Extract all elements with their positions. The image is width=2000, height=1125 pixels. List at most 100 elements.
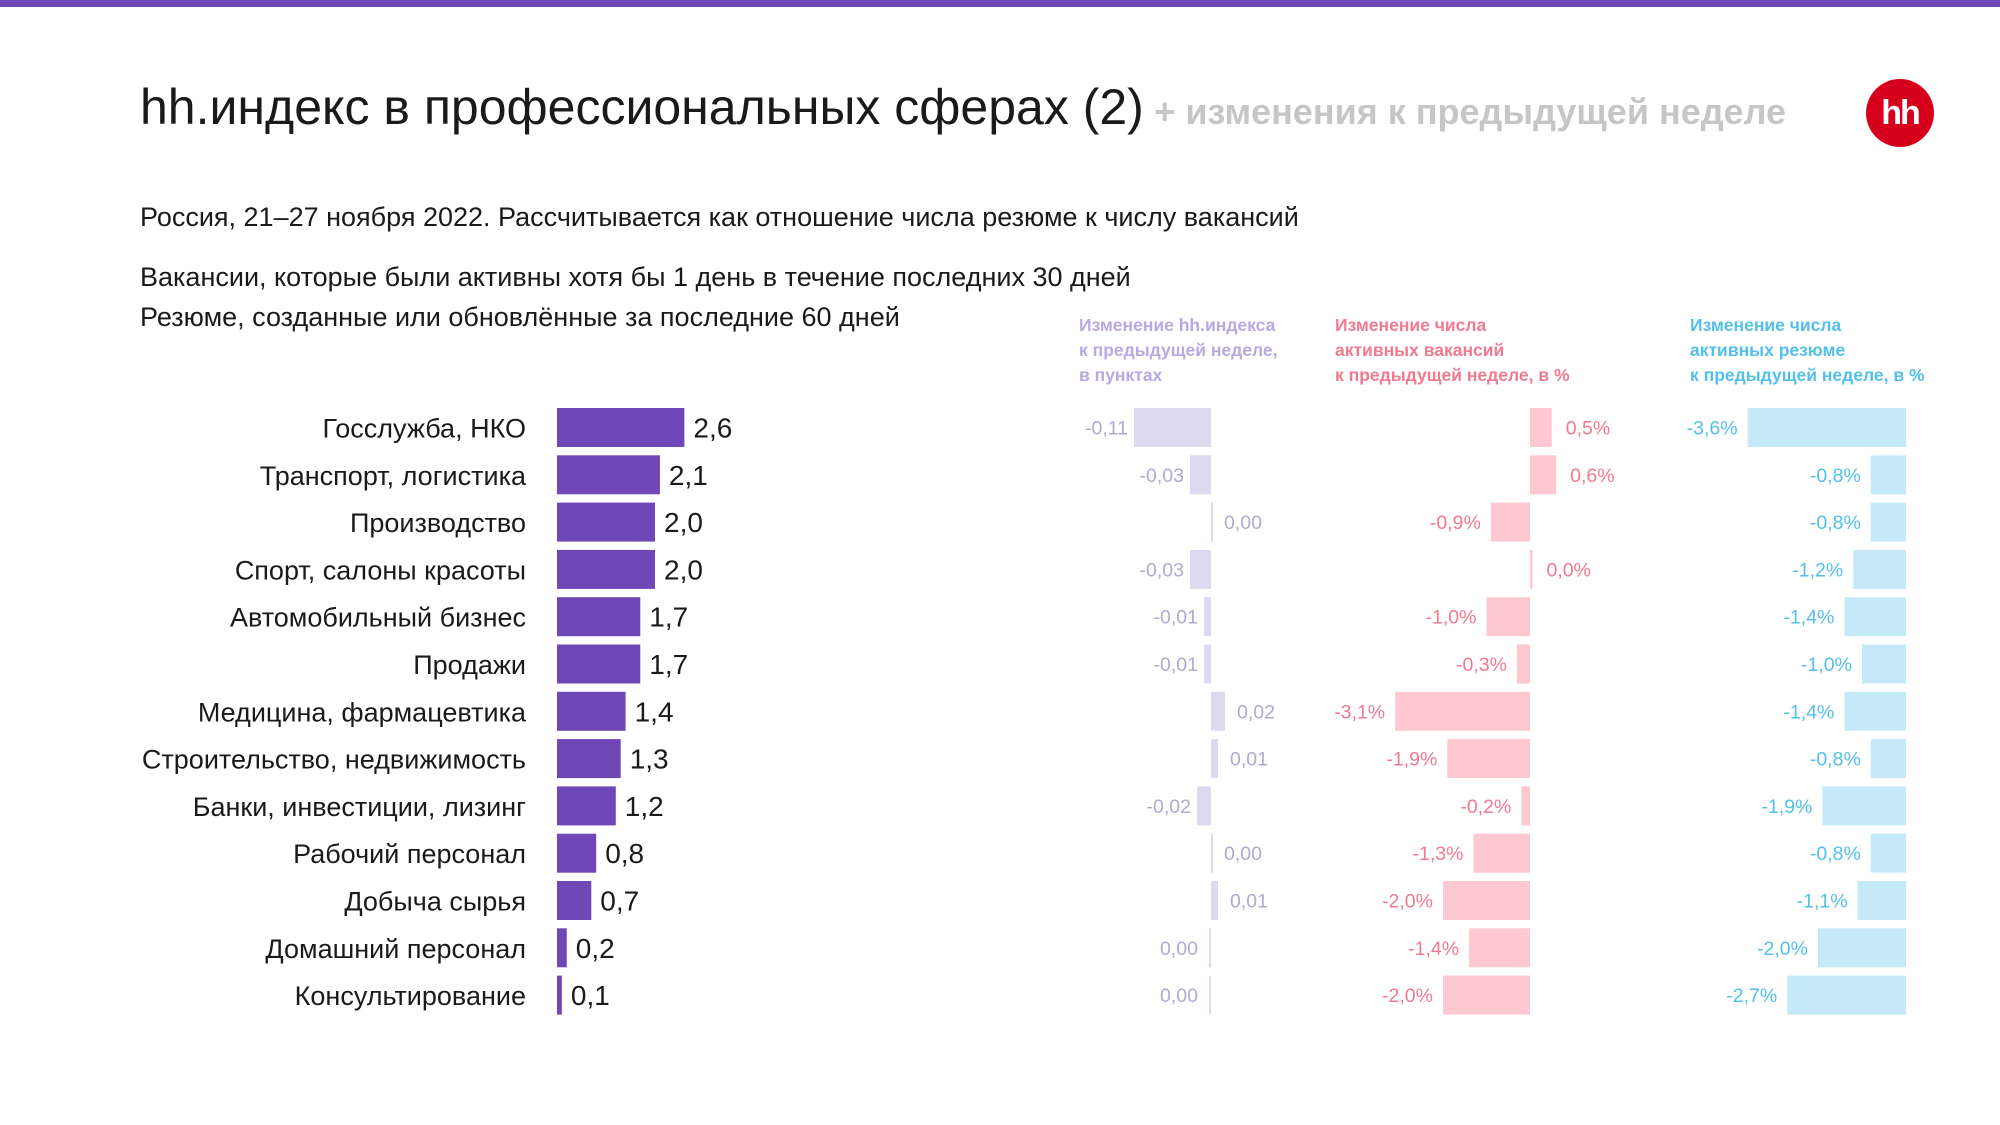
description-line-2: Вакансии, которые были активны хотя бы 1… xyxy=(140,262,1131,292)
index-bar xyxy=(557,786,616,826)
vacancies-change-column-header: Изменение числа активных вакансий к пред… xyxy=(1335,315,1570,385)
resumes-change-label: -1,4% xyxy=(1783,701,1834,723)
category-label: Домашний персонал xyxy=(265,934,526,964)
resumes-change-label: -1,1% xyxy=(1797,891,1848,913)
vacancies-change-bar xyxy=(1469,928,1530,968)
vacancies-change-label: 0,5% xyxy=(1566,418,1610,440)
vacancies-change-bar xyxy=(1486,597,1530,637)
resumes-change-bar xyxy=(1870,455,1906,495)
resumes-change-label: -2,0% xyxy=(1757,938,1808,960)
vacancies-change-label: -0,3% xyxy=(1456,654,1507,676)
index-bar xyxy=(557,739,621,779)
index-value-label: 1,4 xyxy=(635,696,674,727)
category-label: Транспорт, логистика xyxy=(260,461,527,491)
index-bar xyxy=(557,455,660,495)
resumes-change-label: -1,2% xyxy=(1792,559,1843,581)
vacancies-change-label: -1,3% xyxy=(1412,843,1463,865)
resumes-change-label: -0,8% xyxy=(1810,843,1861,865)
index-value-label: 2,6 xyxy=(693,413,732,444)
index-value-label: 2,0 xyxy=(664,507,703,538)
index-change-bar xyxy=(1204,644,1211,684)
index-bar xyxy=(557,881,592,920)
resumes-change-label: -1,4% xyxy=(1783,607,1834,629)
index-value-label: 1,7 xyxy=(649,602,688,633)
index-change-bar xyxy=(1211,881,1218,920)
vacancies-change-bar xyxy=(1530,408,1552,447)
resumes-change-bar xyxy=(1844,597,1906,637)
index-bar xyxy=(557,833,597,873)
index-value-label: 2,1 xyxy=(669,460,708,491)
title-row: hh.индекс в профессиональных сферах (2) … xyxy=(140,78,1786,136)
resumes-change-label: -0,8% xyxy=(1810,465,1861,487)
index-change-bar xyxy=(1211,691,1225,731)
index-bar xyxy=(557,691,626,731)
vacancies-change-label: -1,4% xyxy=(1408,938,1459,960)
index-change-label: 0,01 xyxy=(1230,891,1268,913)
index-change-bar xyxy=(1209,928,1211,968)
resumes-change-label: -1,0% xyxy=(1801,654,1852,676)
vacancies-change-bar xyxy=(1516,644,1530,684)
description-line-1: Россия, 21–27 ноября 2022. Рассчитываетс… xyxy=(140,202,1299,232)
index-change-label: 0,00 xyxy=(1160,985,1198,1007)
hh-logo: hh xyxy=(1866,79,1934,147)
index-bar xyxy=(557,928,567,968)
resumes-change-label: -2,7% xyxy=(1726,985,1777,1007)
index-change-column-header: Изменение hh.индекса к предыдущей неделе… xyxy=(1079,315,1278,385)
index-value-label: 1,2 xyxy=(625,791,664,822)
vacancies-change-bar xyxy=(1521,786,1530,826)
resumes-change-bar xyxy=(1853,549,1906,589)
vacancies-change-bar xyxy=(1473,833,1530,873)
index-change-label: 0,00 xyxy=(1224,843,1262,865)
resumes-change-bar xyxy=(1862,644,1906,684)
vacancies-change-label: 0,0% xyxy=(1547,559,1591,581)
vacancies-change-label: -0,2% xyxy=(1460,796,1511,818)
vacancies-change-label: -0,9% xyxy=(1430,512,1481,534)
resumes-change-bar xyxy=(1844,691,1906,731)
category-label: Добыча сырья xyxy=(344,887,526,917)
resumes-change-label: -0,8% xyxy=(1810,749,1861,771)
category-label: Автомобильный бизнес xyxy=(230,603,526,633)
index-change-bar xyxy=(1211,502,1213,542)
resumes-change-column-header: Изменение числа активных резюме к предыд… xyxy=(1690,315,1925,385)
category-label: Строительство, недвижимость xyxy=(142,745,526,775)
index-value-label: 1,3 xyxy=(630,744,669,775)
top-accent-stripe xyxy=(0,0,2000,7)
index-change-bar xyxy=(1197,786,1211,826)
resumes-change-label: -0,8% xyxy=(1810,512,1861,534)
index-change-label: -0,01 xyxy=(1154,654,1198,676)
index-value-label: 2,0 xyxy=(664,554,703,585)
index-value-label: 0,8 xyxy=(605,838,644,869)
category-label: Рабочий персонал xyxy=(293,839,526,869)
index-change-label: 0,00 xyxy=(1224,512,1262,534)
index-change-label: -0,02 xyxy=(1147,796,1191,818)
vacancies-change-bar xyxy=(1395,691,1530,731)
index-change-bar xyxy=(1209,975,1211,1015)
category-label: Производство xyxy=(350,508,526,538)
resumes-change-bar xyxy=(1747,408,1906,447)
index-bar xyxy=(557,597,641,637)
index-change-bar xyxy=(1204,597,1211,637)
index-change-bar xyxy=(1134,408,1211,447)
resumes-change-bar xyxy=(1870,833,1906,873)
vacancies-change-label: -2,0% xyxy=(1382,891,1433,913)
vacancies-change-label: -3,1% xyxy=(1334,701,1385,723)
index-value-label: 0,2 xyxy=(576,933,615,964)
vacancies-change-label: 0,6% xyxy=(1570,465,1614,487)
vacancies-change-bar xyxy=(1530,549,1533,589)
category-label: Спорт, салоны красоты xyxy=(235,555,526,585)
index-bar xyxy=(557,408,685,447)
index-bar xyxy=(557,644,641,684)
index-change-label: -0,01 xyxy=(1154,607,1198,629)
index-change-label: -0,03 xyxy=(1140,465,1184,487)
index-bar xyxy=(557,975,562,1015)
vacancies-change-bar xyxy=(1490,502,1530,542)
index-change-label: 0,01 xyxy=(1230,749,1268,771)
index-value-label: 0,1 xyxy=(571,980,610,1011)
resumes-change-bar xyxy=(1870,502,1906,542)
page-title: hh.индекс в профессиональных сферах (2) xyxy=(140,79,1144,135)
vacancies-change-bar xyxy=(1447,739,1530,779)
resumes-change-label: -3,6% xyxy=(1687,418,1738,440)
vacancies-change-label: -1,0% xyxy=(1426,607,1477,629)
resumes-change-bar xyxy=(1787,975,1906,1015)
